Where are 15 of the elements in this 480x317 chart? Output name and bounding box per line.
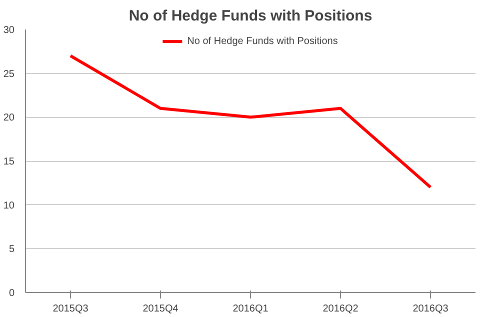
y-tick-label: 0 [8, 288, 15, 299]
y-tick-label: 5 [8, 244, 15, 256]
x-tick-label: 2015Q3 [52, 304, 89, 314]
y-tick-label: 30 [3, 25, 15, 36]
y-tick-label: 15 [3, 156, 15, 168]
x-tick-label: 2016Q2 [322, 304, 359, 314]
x-tick-label: 2015Q4 [142, 304, 179, 314]
y-tick-label: 25 [3, 68, 15, 80]
x-tick-label: 2016Q3 [412, 304, 449, 314]
y-tick-label: 10 [3, 200, 15, 212]
line-series [69, 54, 432, 189]
y-tick-label: 20 [3, 112, 15, 124]
legend-label: No of Hedge Funds with Positions [187, 36, 338, 46]
chart-title: No of Hedge Funds with Positions [128, 8, 372, 24]
x-tick-label: 2016Q1 [232, 304, 269, 314]
